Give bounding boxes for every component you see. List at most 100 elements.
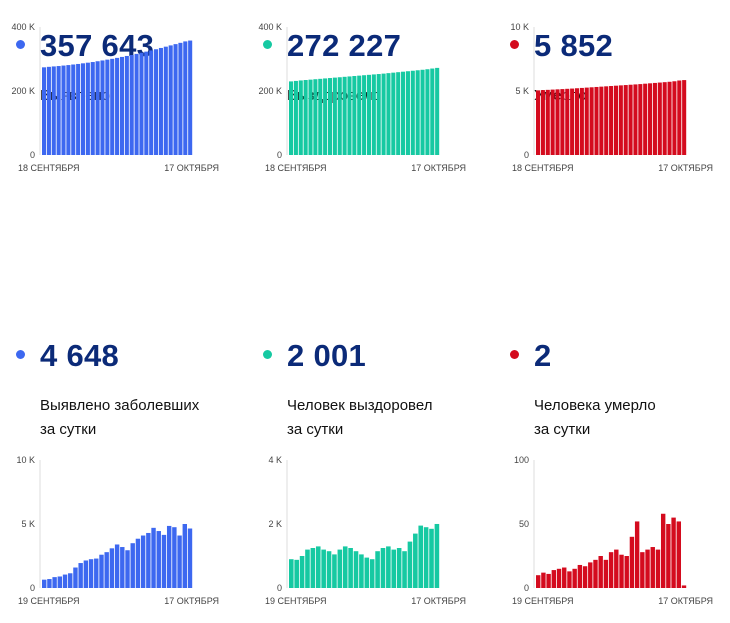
bar	[177, 535, 182, 588]
legend-dot	[263, 40, 272, 49]
bar	[676, 521, 681, 588]
bar	[376, 74, 381, 155]
stat-label-line-2: за сутки	[40, 421, 97, 438]
bar	[140, 535, 146, 588]
bar	[435, 67, 440, 155]
bar	[567, 571, 572, 588]
bar-chart: 0 5 K 10 K 18 СЕНТЯБРЯ 17 ОКТЯБРЯ	[510, 22, 713, 173]
bar	[589, 87, 594, 155]
bar	[655, 549, 661, 588]
bar	[187, 528, 193, 588]
bar	[129, 55, 134, 155]
bar	[76, 63, 81, 155]
bar	[298, 80, 303, 155]
bar	[415, 70, 420, 155]
bar	[594, 86, 599, 155]
bar	[352, 76, 357, 155]
bar	[42, 579, 47, 588]
bar	[667, 81, 672, 155]
bar	[410, 70, 415, 155]
bar	[584, 87, 589, 155]
bar	[362, 75, 367, 155]
x-start-label: 18 СЕНТЯБРЯ	[512, 163, 574, 173]
y-tick-label: 0	[524, 150, 529, 160]
bar-chart: 0 2 K 4 K 19 СЕНТЯБРЯ 17 ОКТЯБРЯ	[265, 455, 466, 606]
bar	[599, 86, 604, 155]
bar	[149, 50, 154, 155]
legend-dot	[263, 350, 272, 359]
x-end-label: 17 ОКТЯБРЯ	[164, 596, 219, 606]
bar	[357, 75, 362, 155]
bar	[119, 56, 125, 155]
bar-chart: 0 5 K 10 K 19 СЕНТЯБРЯ 17 ОКТЯБРЯ	[16, 455, 219, 606]
panel-deaths: 5 852 Умерло 0 5 K 10 K 18 СЕНТЯБРЯ 17 ОКТЯБРЯ	[494, 0, 730, 305]
bar	[556, 568, 562, 588]
bar	[115, 57, 120, 155]
bar	[540, 90, 545, 155]
stat-number: 2 001	[287, 338, 367, 373]
legend-dot	[510, 350, 519, 359]
bar	[46, 66, 51, 155]
y-tick-label: 2 K	[268, 519, 282, 529]
bar	[386, 546, 391, 588]
bar	[94, 558, 99, 588]
y-tick-label: 4 K	[268, 455, 282, 465]
bar	[574, 88, 580, 155]
stat-label: Выявлено заболевших за сутки	[40, 394, 199, 442]
bar	[550, 89, 555, 155]
stat-number: 5 852	[534, 28, 614, 63]
bar	[172, 527, 177, 588]
bar	[183, 41, 188, 155]
bar	[434, 523, 440, 588]
y-tick-label: 0	[30, 150, 35, 160]
bar	[310, 548, 316, 588]
bar	[146, 532, 151, 588]
bar	[638, 84, 643, 155]
bar	[294, 559, 299, 588]
bar	[318, 78, 323, 155]
bar	[68, 573, 73, 588]
legend-dot	[510, 40, 519, 49]
x-start-label: 18 СЕНТЯБРЯ	[18, 163, 80, 173]
bar	[337, 549, 343, 588]
bar	[124, 55, 129, 155]
bar	[166, 525, 172, 588]
bar	[682, 80, 687, 155]
y-tick-label: 10 K	[16, 455, 35, 465]
bar	[313, 79, 318, 155]
legend-dot	[16, 40, 25, 49]
bar	[120, 547, 125, 588]
bar	[369, 559, 375, 588]
bar	[541, 572, 546, 588]
stat-label-line-1: Выявлено заболевших	[40, 397, 200, 414]
y-tick-label: 200 K	[258, 86, 282, 96]
bar	[577, 564, 583, 588]
bar	[536, 90, 541, 155]
bar	[71, 64, 76, 155]
bar	[672, 81, 677, 155]
bar	[562, 567, 567, 588]
bar	[650, 547, 655, 588]
bar	[109, 548, 115, 588]
bar	[88, 559, 94, 588]
bar	[619, 554, 624, 588]
bar	[391, 549, 397, 588]
x-start-label: 18 СЕНТЯБРЯ	[265, 163, 327, 173]
bar	[423, 527, 429, 588]
bar	[545, 89, 550, 155]
bar	[337, 77, 342, 155]
bar	[342, 546, 348, 588]
bar	[402, 551, 407, 588]
bar	[371, 74, 376, 155]
x-end-label: 17 ОКТЯБРЯ	[411, 163, 466, 173]
y-tick-label: 0	[277, 583, 282, 593]
bar	[62, 574, 68, 588]
bar	[289, 81, 294, 155]
bar	[61, 65, 66, 155]
bar	[405, 71, 410, 155]
bar	[588, 562, 593, 588]
bar-chart: 0 200 K 400 K 18 СЕНТЯБРЯ 17 ОКТЯБРЯ	[11, 22, 219, 173]
bar	[380, 548, 386, 588]
bar	[182, 524, 187, 588]
